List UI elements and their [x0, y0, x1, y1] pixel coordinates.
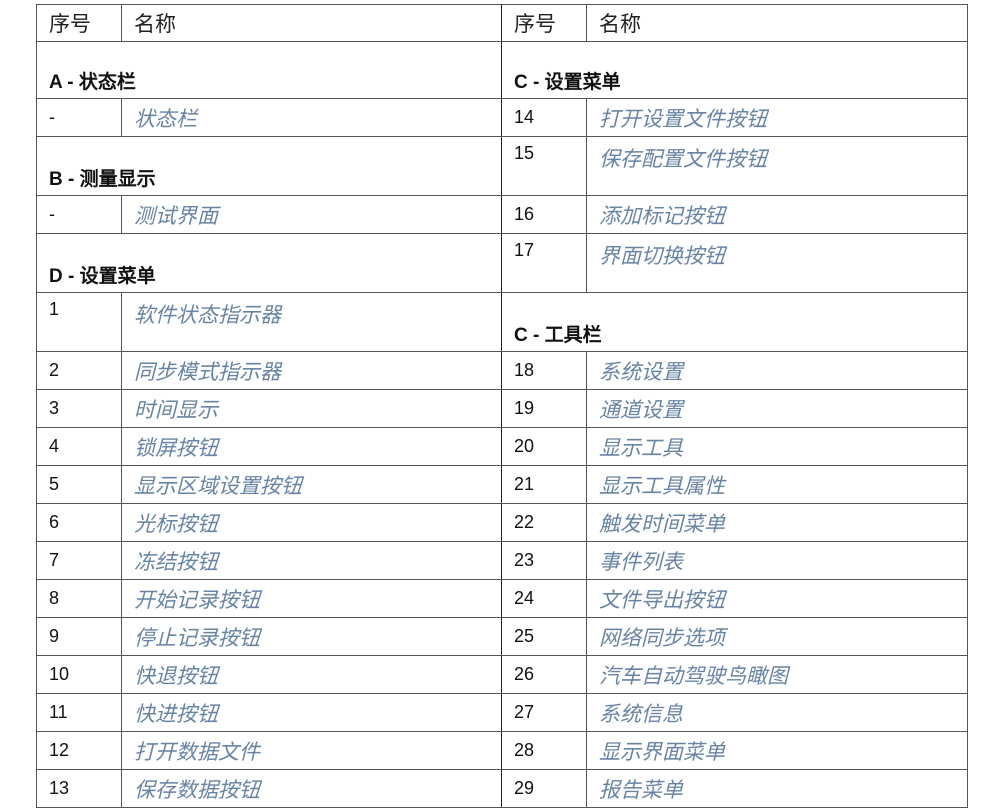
- item-no: 23: [501, 541, 587, 580]
- item-name: 快退按钮: [121, 655, 502, 694]
- component-table: 序号 名称 序号 名称 A - 状态栏 C - 设置菜单 - 状态栏 14 打开…: [36, 4, 968, 808]
- item-no: 19: [501, 389, 587, 428]
- item-no: 14: [501, 98, 587, 137]
- table-row: 13 保存数据按钮 29 报告菜单: [36, 769, 968, 808]
- item-name: 同步模式指示器: [121, 351, 502, 390]
- item-name: 显示工具: [586, 427, 968, 466]
- item-name: 时间显示: [121, 389, 502, 428]
- item-name: 保存数据按钮: [121, 769, 502, 808]
- item-name: 保存配置文件按钮: [586, 136, 968, 196]
- table-row: 4 锁屏按钮 20 显示工具: [36, 427, 968, 466]
- item-no: 26: [501, 655, 587, 694]
- item-no: 20: [501, 427, 587, 466]
- table-row: D - 设置菜单 17 界面切换按钮: [36, 233, 968, 293]
- table-row: 10 快退按钮 26 汽车自动驾驶鸟瞰图: [36, 655, 968, 694]
- item-no: 8: [36, 579, 122, 618]
- item-no: 24: [501, 579, 587, 618]
- item-name: 系统信息: [586, 693, 968, 732]
- item-name: 汽车自动驾驶鸟瞰图: [586, 655, 968, 694]
- item-name: 界面切换按钮: [586, 233, 968, 293]
- header-row: 序号 名称 序号 名称: [36, 4, 968, 42]
- section-heading: D - 设置菜单: [36, 233, 502, 293]
- item-name: 锁屏按钮: [121, 427, 502, 466]
- item-name: 文件导出按钮: [586, 579, 968, 618]
- item-no: 21: [501, 465, 587, 504]
- item-name: 报告菜单: [586, 769, 968, 808]
- table-row: 11 快进按钮 27 系统信息: [36, 693, 968, 732]
- item-no: 4: [36, 427, 122, 466]
- table-row: 1 软件状态指示器 C - 工具栏: [36, 292, 968, 352]
- section-heading: B - 测量显示: [36, 136, 502, 196]
- section-heading: C - 设置菜单: [501, 41, 968, 99]
- item-name: 状态栏: [121, 98, 502, 137]
- item-no: 18: [501, 351, 587, 390]
- item-name: 软件状态指示器: [121, 292, 502, 352]
- table-row: 9 停止记录按钮 25 网络同步选项: [36, 617, 968, 656]
- item-name: 显示工具属性: [586, 465, 968, 504]
- col-header-no: 序号: [501, 4, 587, 42]
- item-name: 快进按钮: [121, 693, 502, 732]
- col-header-name: 名称: [586, 4, 968, 42]
- item-name: 网络同步选项: [586, 617, 968, 656]
- item-no: 7: [36, 541, 122, 580]
- col-header-name: 名称: [121, 4, 502, 42]
- table-row: 5 显示区域设置按钮 21 显示工具属性: [36, 465, 968, 504]
- item-no: 11: [36, 693, 122, 732]
- item-name: 触发时间菜单: [586, 503, 968, 542]
- item-no: 9: [36, 617, 122, 656]
- item-no: 10: [36, 655, 122, 694]
- item-name: 事件列表: [586, 541, 968, 580]
- table-row: 2 同步模式指示器 18 系统设置: [36, 351, 968, 390]
- item-name: 添加标记按钮: [586, 195, 968, 234]
- item-no: 15: [501, 136, 587, 196]
- item-name: 通道设置: [586, 389, 968, 428]
- item-name: 停止记录按钮: [121, 617, 502, 656]
- table-row: B - 测量显示 15 保存配置文件按钮: [36, 136, 968, 196]
- item-no: 1: [36, 292, 122, 352]
- item-name: 测试界面: [121, 195, 502, 234]
- item-no: 12: [36, 731, 122, 770]
- table-row: 12 打开数据文件 28 显示界面菜单: [36, 731, 968, 770]
- table-row: - 测试界面 16 添加标记按钮: [36, 195, 968, 234]
- item-no: 5: [36, 465, 122, 504]
- item-no: 22: [501, 503, 587, 542]
- item-no: -: [36, 195, 122, 234]
- col-header-no: 序号: [36, 4, 122, 42]
- item-name: 显示区域设置按钮: [121, 465, 502, 504]
- item-name: 打开数据文件: [121, 731, 502, 770]
- item-no: 29: [501, 769, 587, 808]
- table-row: A - 状态栏 C - 设置菜单: [36, 41, 968, 99]
- item-name: 光标按钮: [121, 503, 502, 542]
- item-name: 开始记录按钮: [121, 579, 502, 618]
- item-no: 25: [501, 617, 587, 656]
- item-name: 冻结按钮: [121, 541, 502, 580]
- table-row: 8 开始记录按钮 24 文件导出按钮: [36, 579, 968, 618]
- item-no: 28: [501, 731, 587, 770]
- table-row: 7 冻结按钮 23 事件列表: [36, 541, 968, 580]
- item-no: 13: [36, 769, 122, 808]
- item-name: 打开设置文件按钮: [586, 98, 968, 137]
- item-no: 3: [36, 389, 122, 428]
- item-no: 16: [501, 195, 587, 234]
- table-row: 6 光标按钮 22 触发时间菜单: [36, 503, 968, 542]
- item-no: -: [36, 98, 122, 137]
- item-no: 27: [501, 693, 587, 732]
- item-no: 2: [36, 351, 122, 390]
- item-name: 显示界面菜单: [586, 731, 968, 770]
- table-row: - 状态栏 14 打开设置文件按钮: [36, 98, 968, 137]
- item-no: 6: [36, 503, 122, 542]
- section-heading: C - 工具栏: [501, 292, 968, 352]
- item-name: 系统设置: [586, 351, 968, 390]
- table-row: 3 时间显示 19 通道设置: [36, 389, 968, 428]
- item-no: 17: [501, 233, 587, 293]
- section-heading: A - 状态栏: [36, 41, 502, 99]
